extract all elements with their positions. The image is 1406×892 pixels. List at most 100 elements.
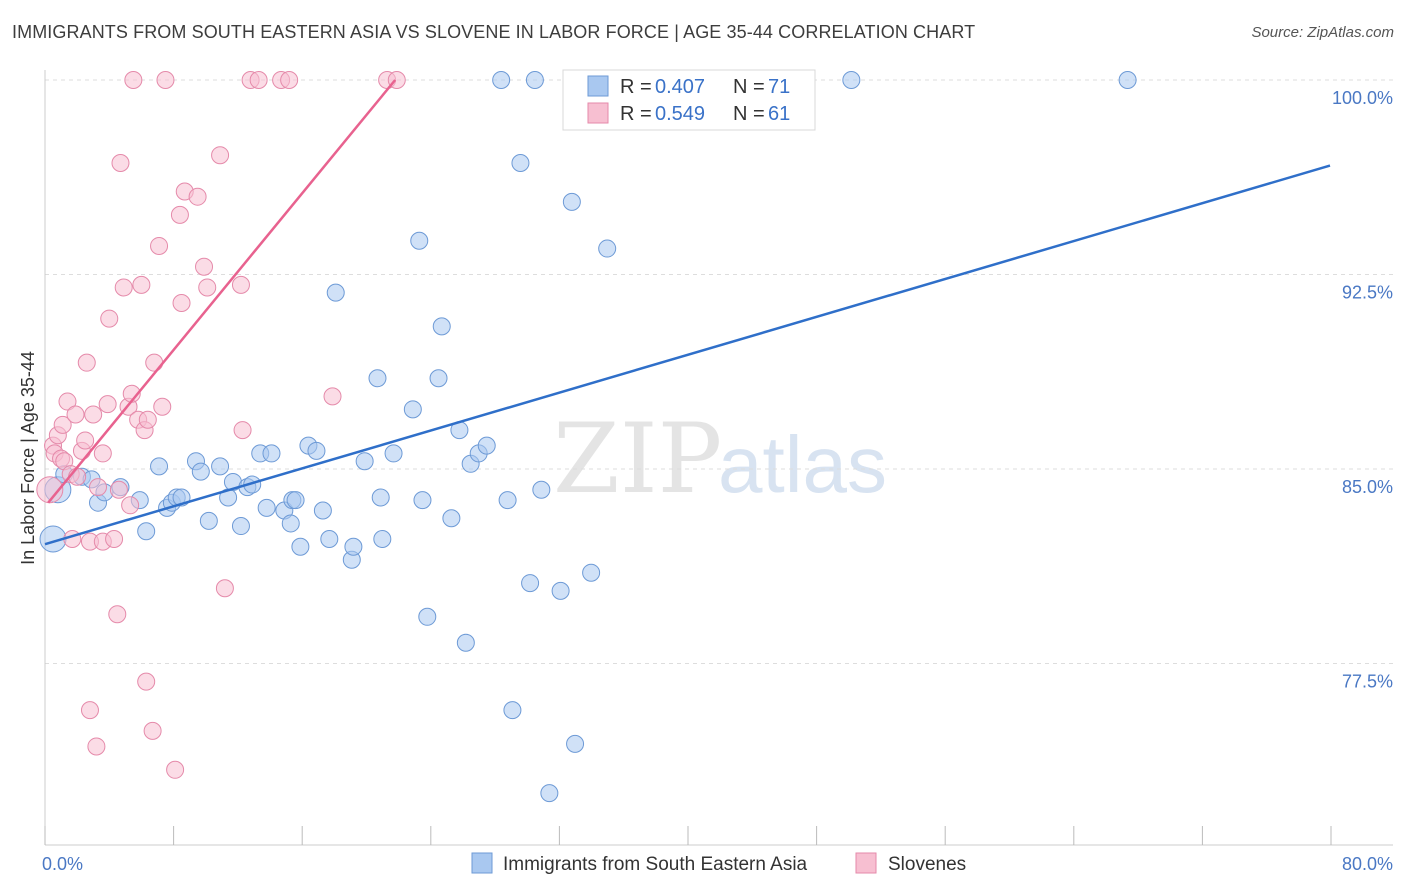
trend-line-immigrants	[44, 164, 1331, 546]
point-slovenes	[143, 721, 162, 740]
y-tick-label: 85.0%	[1342, 477, 1393, 497]
y-tick-label: 92.5%	[1342, 282, 1393, 302]
legend-n-value-1: 61	[768, 103, 790, 125]
watermark-zip: ZIP	[553, 403, 722, 515]
point-slovenes	[98, 395, 117, 414]
legend-r-value-0: 0.407	[655, 76, 705, 98]
point-slovenes	[68, 467, 87, 486]
point-immigrants	[562, 192, 581, 211]
legend-swatch-immigrants	[587, 75, 609, 97]
point-slovenes	[93, 444, 112, 463]
bottom-legend-swatch-immigrants	[471, 852, 493, 874]
point-immigrants	[492, 71, 511, 89]
point-slovenes	[58, 392, 77, 411]
point-slovenes	[323, 387, 342, 406]
point-immigrants	[281, 514, 300, 533]
point-slovenes	[145, 353, 164, 372]
point-slovenes	[89, 478, 108, 497]
point-slovenes	[84, 405, 103, 424]
point-immigrants	[540, 784, 559, 803]
bottom-legend-label-slovenes: Slovenes	[888, 854, 966, 875]
point-immigrants	[191, 462, 210, 481]
point-slovenes	[105, 530, 124, 548]
point-immigrants	[373, 530, 392, 548]
point-immigrants	[566, 734, 585, 753]
point-slovenes	[137, 672, 156, 691]
point-immigrants	[413, 491, 432, 510]
point-slovenes	[233, 421, 252, 440]
point-immigrants	[532, 480, 551, 499]
point-immigrants	[368, 369, 387, 388]
point-immigrants	[432, 317, 451, 336]
legend-r-label-1: R =	[620, 103, 652, 125]
point-immigrants	[262, 444, 281, 463]
point-slovenes	[215, 579, 234, 598]
point-slovenes	[231, 275, 250, 294]
point-immigrants	[291, 537, 310, 556]
point-immigrants	[355, 452, 374, 471]
point-slovenes	[76, 431, 95, 450]
point-immigrants	[384, 444, 403, 463]
y-tick-labels: 77.5% 85.0% 92.5% 100.0%	[1332, 88, 1393, 691]
axes	[44, 70, 1393, 846]
legend-swatch-slovenes	[587, 102, 609, 124]
point-slovenes	[36, 476, 64, 504]
point-immigrants	[525, 71, 544, 89]
bottom-legend: Immigrants from South Eastern Asia Slove…	[471, 852, 966, 875]
point-immigrants	[137, 522, 156, 541]
point-slovenes	[109, 480, 128, 499]
point-immigrants	[442, 509, 461, 528]
watermark-atlas: atlas	[718, 420, 887, 509]
point-slovenes	[77, 353, 96, 372]
point-slovenes	[166, 760, 185, 779]
point-slovenes	[211, 146, 230, 165]
point-immigrants	[326, 283, 345, 302]
point-slovenes	[100, 309, 119, 328]
point-slovenes	[280, 71, 299, 89]
y-tick-label: 77.5%	[1342, 671, 1393, 691]
x-ticks	[44, 826, 1332, 845]
point-immigrants	[521, 574, 540, 593]
y-tick-label: 100.0%	[1332, 88, 1393, 108]
point-immigrants	[320, 530, 339, 548]
point-immigrants	[257, 498, 276, 517]
point-immigrants	[307, 441, 326, 460]
point-slovenes	[249, 71, 268, 89]
x-tick-label-max: 80.0%	[1342, 854, 1393, 874]
point-slovenes	[87, 737, 106, 756]
point-immigrants	[598, 239, 617, 258]
y-axis-title: In Labor Force | Age 35-44	[18, 351, 38, 565]
legend-n-value-0: 71	[768, 76, 790, 98]
legend-box: R = 0.407 N = 71 R = 0.549 N = 61	[562, 69, 816, 131]
point-immigrants	[582, 563, 601, 582]
point-slovenes	[121, 496, 140, 515]
point-slovenes	[170, 205, 189, 224]
point-immigrants	[551, 581, 570, 600]
chart-title: IMMIGRANTS FROM SOUTH EASTERN ASIA VS SL…	[12, 22, 976, 42]
series-immigrants-points	[39, 71, 1137, 803]
point-slovenes	[172, 294, 191, 313]
point-slovenes	[124, 71, 143, 89]
point-immigrants	[511, 153, 530, 172]
point-slovenes	[111, 153, 130, 172]
point-immigrants	[503, 701, 522, 720]
point-slovenes	[80, 701, 99, 720]
point-immigrants	[313, 501, 332, 520]
point-immigrants	[211, 457, 230, 476]
point-immigrants	[199, 511, 218, 530]
point-slovenes	[188, 187, 207, 206]
legend-r-value-1: 0.549	[655, 103, 705, 125]
point-slovenes	[198, 278, 217, 297]
point-slovenes	[114, 278, 133, 297]
point-immigrants	[410, 231, 429, 250]
point-immigrants	[150, 457, 169, 476]
point-immigrants	[286, 491, 305, 510]
point-slovenes	[156, 71, 175, 89]
point-immigrants	[456, 633, 475, 652]
point-immigrants	[344, 537, 363, 556]
point-slovenes	[138, 410, 157, 429]
point-slovenes	[153, 397, 172, 416]
x-tick-label-min: 0.0%	[42, 854, 83, 874]
point-slovenes	[195, 257, 214, 276]
